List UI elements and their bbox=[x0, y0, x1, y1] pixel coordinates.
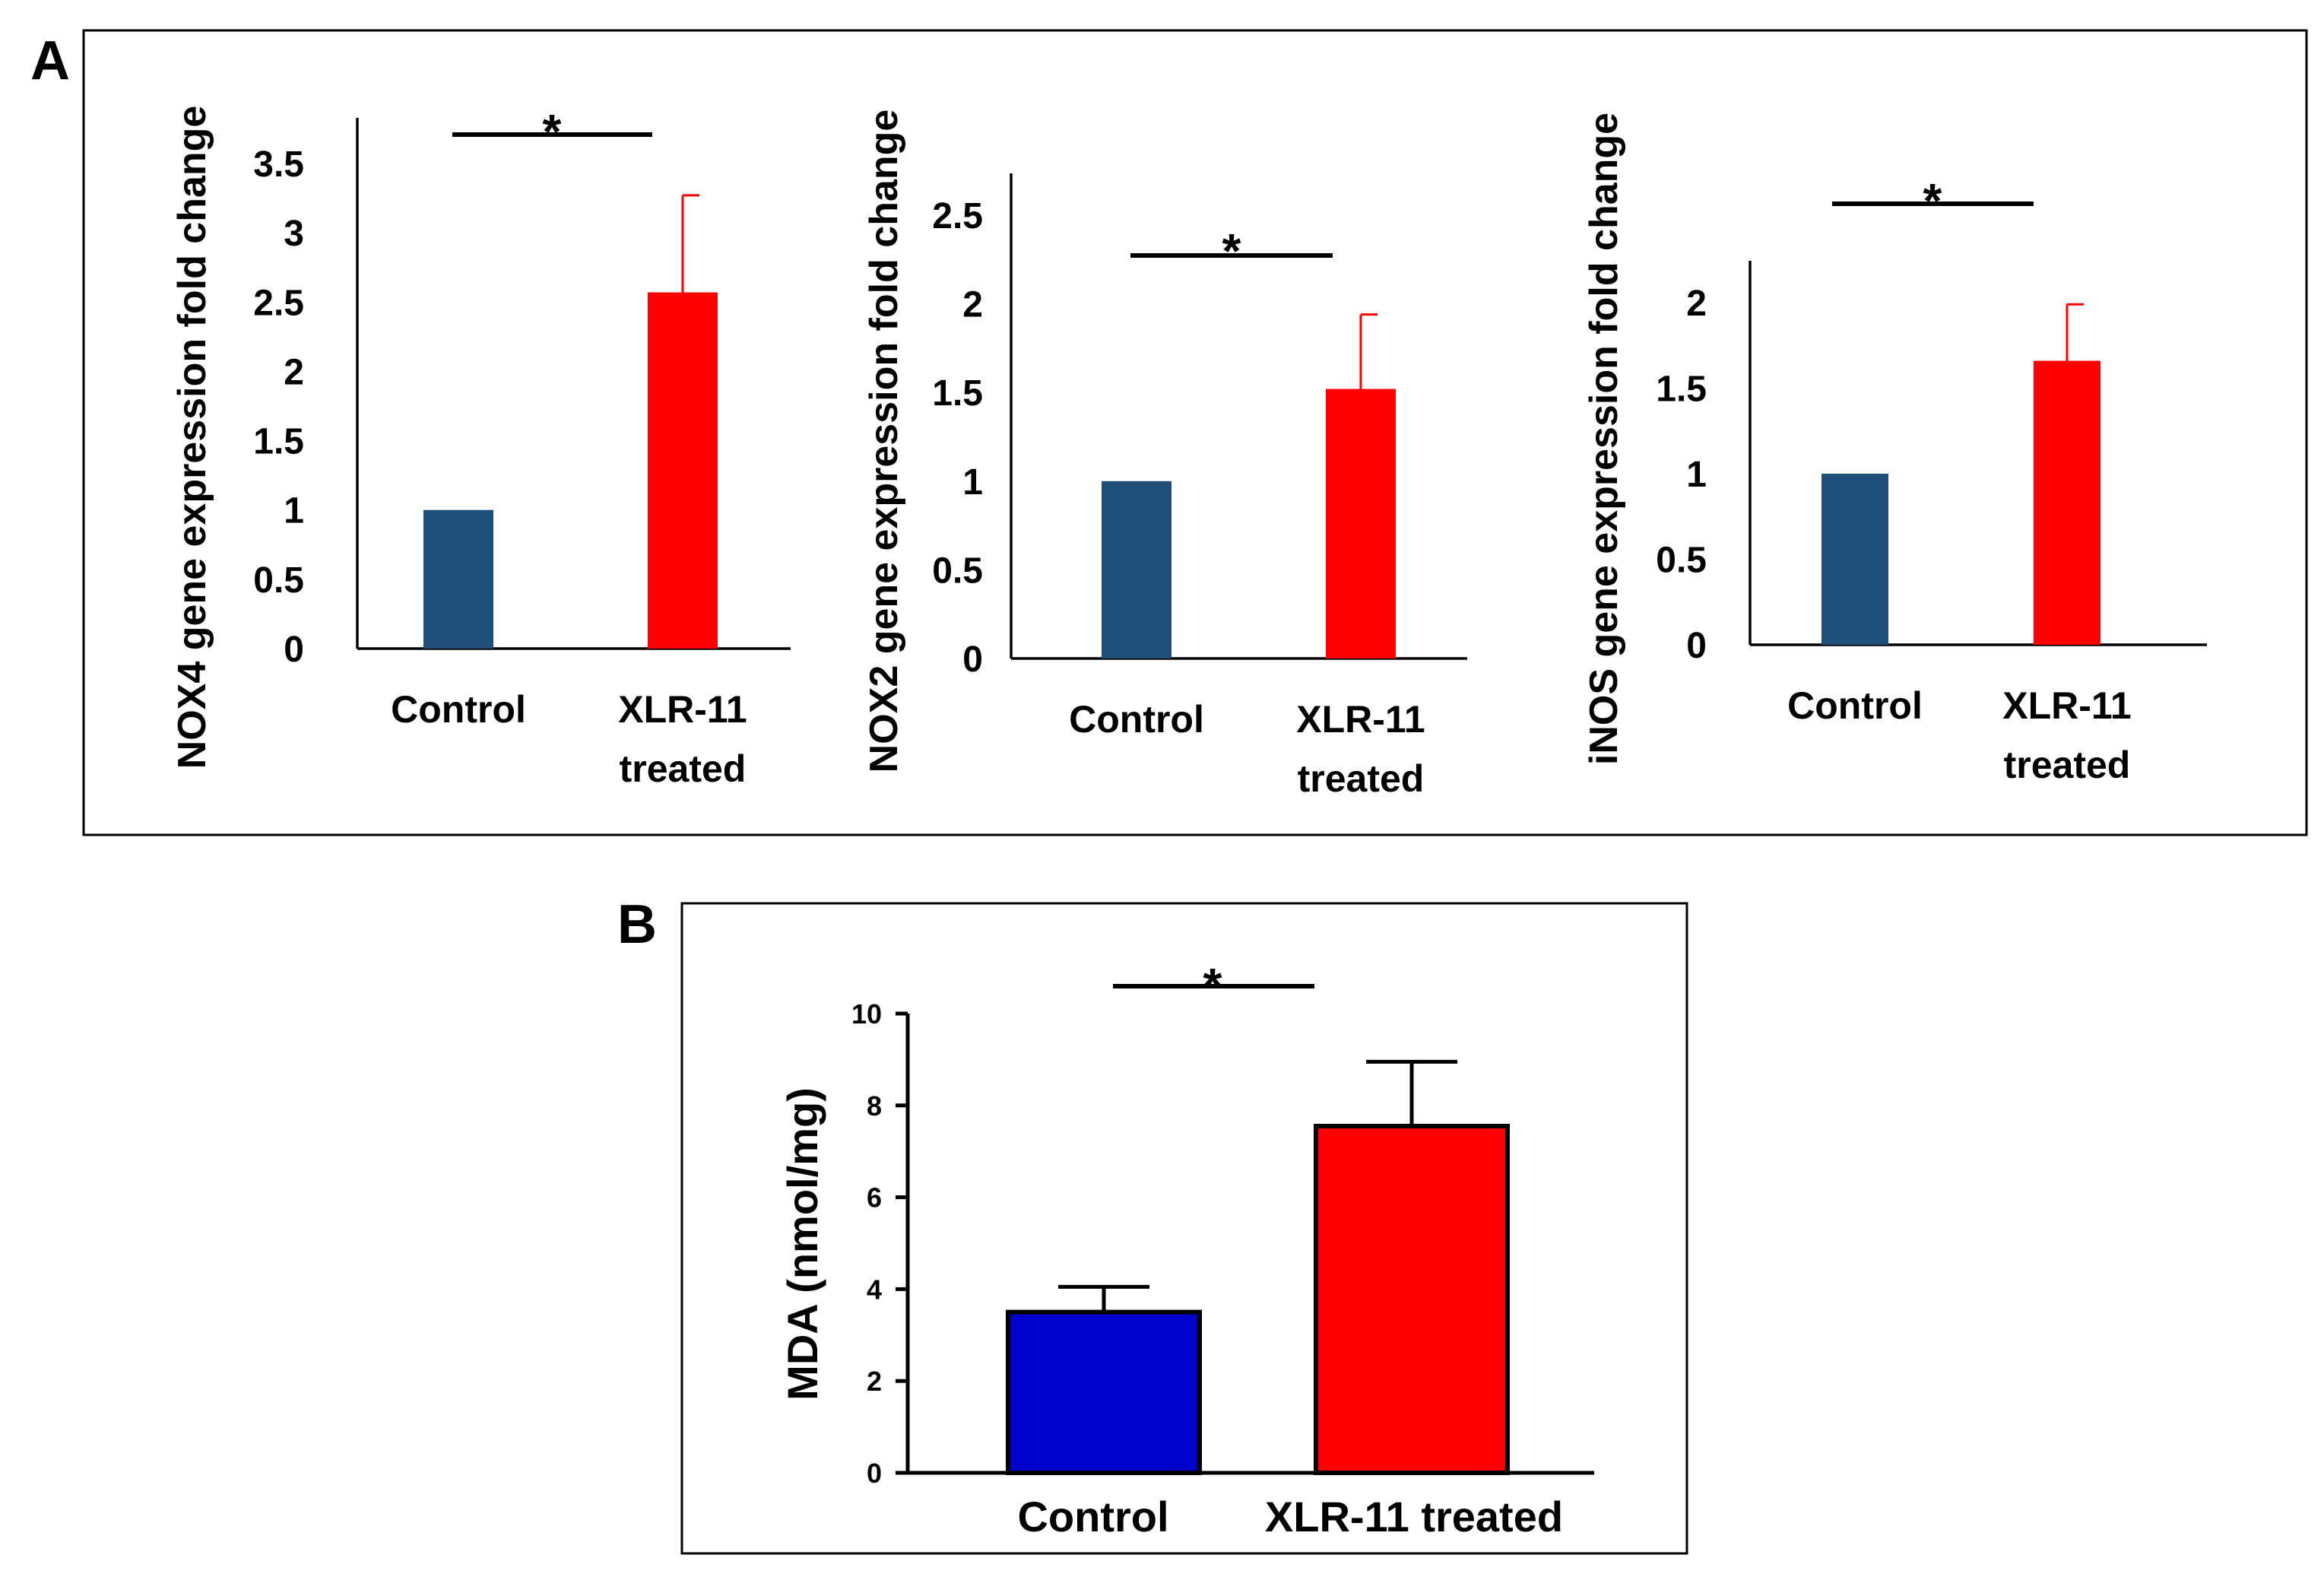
significance-star: * bbox=[1923, 173, 1942, 228]
inos-chart: 0 0.5 1 1.5 2 Control XLR-11 treated iNOS gene e… bbox=[1582, 113, 2207, 786]
y-tick-label: 1.5 bbox=[932, 373, 983, 414]
significance-star: * bbox=[543, 104, 562, 159]
y-tick-label: 8 bbox=[867, 1090, 882, 1122]
panel-b-letter: B bbox=[617, 894, 657, 955]
bar-xlr11-treated bbox=[1314, 1123, 1510, 1475]
category-label: XLR-11 treated bbox=[1265, 1493, 1563, 1541]
y-tick-label: 0.5 bbox=[253, 560, 304, 601]
y-tick-label: 0 bbox=[1686, 626, 1707, 666]
y-tick-label: 2.5 bbox=[932, 196, 983, 236]
y-tick-label: 6 bbox=[867, 1182, 882, 1214]
y-tick-label: 2 bbox=[962, 285, 983, 325]
category-label: treated bbox=[620, 747, 747, 790]
category-label: Control bbox=[1787, 684, 1923, 727]
panel-b-frame bbox=[680, 902, 1688, 1555]
nox4-chart: 0 0.5 1 1.5 2 2.5 3 3.5 Control XLR-11 treated NOX4… bbox=[170, 104, 791, 790]
y-tick-label: 10 bbox=[851, 998, 882, 1030]
y-tick-label: 4 bbox=[867, 1274, 882, 1305]
category-label: treated bbox=[2004, 744, 2131, 786]
y-tick-label: 0 bbox=[962, 639, 983, 680]
nox2-chart: 0 0.5 1 1.5 2 2.5 Control XLR-11 treated NOX2 gen… bbox=[862, 109, 1467, 800]
y-tick-label: 3 bbox=[284, 214, 304, 254]
category-label: treated bbox=[1298, 757, 1425, 800]
y-tick-label: 1.5 bbox=[253, 422, 304, 462]
category-label: Control bbox=[391, 688, 526, 731]
y-axis-label: iNOS gene expression fold change bbox=[1582, 113, 1626, 765]
y-tick-label: 1 bbox=[962, 462, 983, 503]
y-axis-label: MDA (nmol/mg) bbox=[778, 1087, 826, 1401]
category-label: XLR-11 bbox=[618, 688, 747, 731]
significance-star: * bbox=[1203, 958, 1222, 1013]
y-axis-label: NOX2 gene expression fold change bbox=[862, 109, 906, 773]
y-tick-label: 1 bbox=[1686, 455, 1707, 495]
significance-star: * bbox=[1222, 224, 1241, 278]
bar-control bbox=[423, 509, 493, 649]
category-label: Control bbox=[1017, 1493, 1168, 1541]
bar-control bbox=[1821, 474, 1888, 645]
y-axis-label: NOX4 gene expression fold change bbox=[170, 106, 214, 769]
category-label: XLR-11 bbox=[2002, 684, 2132, 727]
y-tick-label: 1 bbox=[284, 491, 304, 531]
y-tick-label: 0 bbox=[284, 630, 304, 670]
bar-control bbox=[1006, 1309, 1202, 1475]
bar-control bbox=[1102, 481, 1172, 658]
y-tick-label: 0.5 bbox=[932, 551, 983, 591]
y-tick-label: 2 bbox=[284, 352, 304, 392]
y-tick-label: 2 bbox=[1686, 284, 1707, 324]
y-tick-label: 0 bbox=[867, 1458, 882, 1489]
panel-a-letter: A bbox=[30, 30, 70, 91]
panel-a-frame bbox=[82, 29, 2308, 836]
y-tick-label: 0.5 bbox=[1656, 541, 1707, 581]
bar-xlr11-treated bbox=[2034, 360, 2100, 645]
mda-chart: 0 2 4 6 8 10 Control XLR-11 treated MDA (nmol/mg… bbox=[778, 958, 1594, 1541]
y-tick-label: 1.5 bbox=[1656, 370, 1707, 410]
bar-xlr11-treated bbox=[648, 292, 718, 649]
y-tick-label: 3.5 bbox=[253, 144, 304, 185]
category-label: XLR-11 bbox=[1296, 698, 1425, 741]
bar-xlr11-treated bbox=[1326, 389, 1396, 658]
y-tick-label: 2 bbox=[867, 1366, 882, 1397]
category-label: Control bbox=[1069, 698, 1204, 741]
y-tick-label: 2.5 bbox=[253, 283, 304, 323]
